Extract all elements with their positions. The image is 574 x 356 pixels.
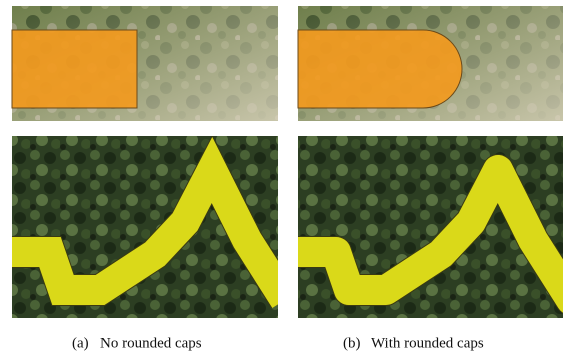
subfigure-caption: No rounded caps xyxy=(100,335,202,351)
figure: (a) No rounded caps (b) With rounded cap… xyxy=(0,0,574,356)
image-bottom-left xyxy=(0,136,285,318)
subfigure-caption: With rounded caps xyxy=(371,335,484,351)
subfigure-label: (b) xyxy=(343,335,361,351)
subfigure-label: (a) xyxy=(72,335,89,351)
image-top-left xyxy=(12,6,278,121)
image-bottom-right xyxy=(286,136,571,318)
image-top-right xyxy=(298,6,563,121)
page: (a) No rounded caps (b) With rounded cap… xyxy=(0,0,574,356)
